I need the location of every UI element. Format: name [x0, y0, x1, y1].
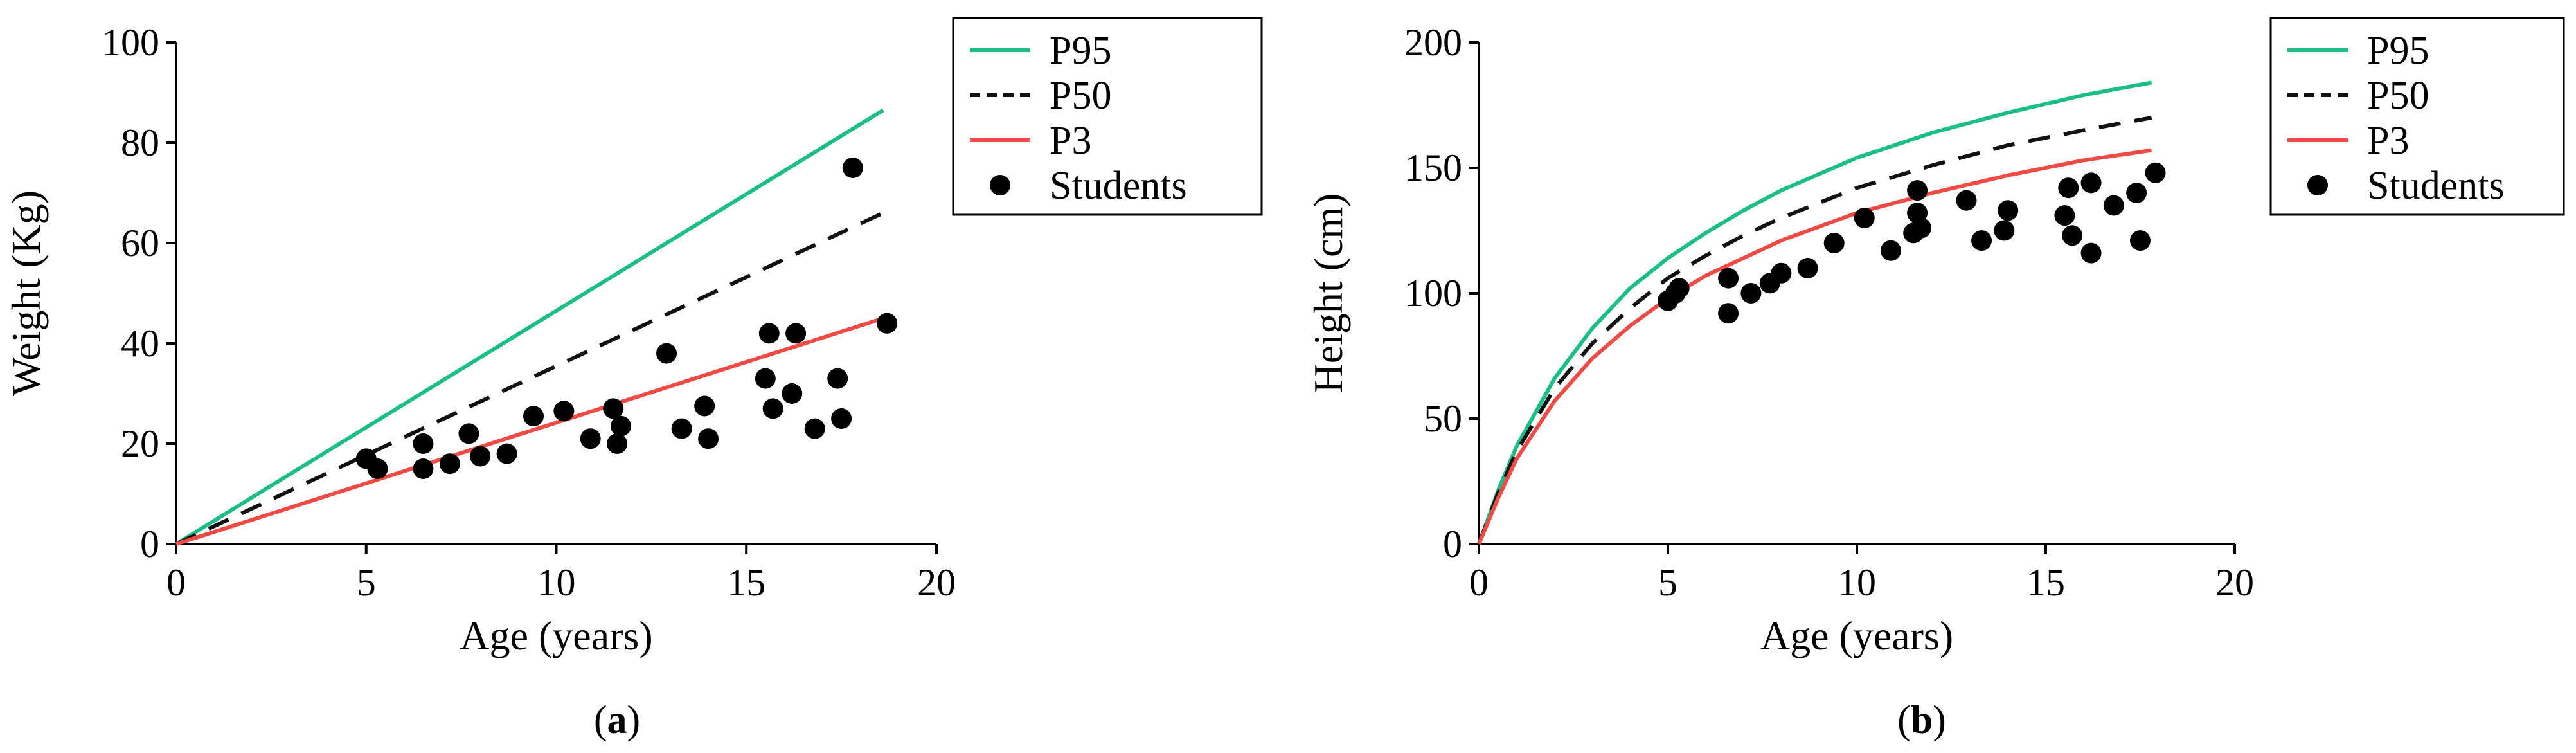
students-point — [611, 415, 632, 437]
students-point — [758, 323, 780, 344]
x-tick-label: 0 — [166, 561, 186, 604]
x-tick-label: 20 — [917, 561, 956, 604]
students-point — [607, 433, 628, 454]
p3-line — [175, 316, 884, 546]
students-point — [827, 368, 848, 389]
students-point — [785, 323, 807, 344]
y-tick-label: 0 — [140, 523, 159, 565]
legend-marker-students — [990, 175, 1010, 195]
students-point — [2103, 195, 2124, 216]
legend-label: P95 — [1050, 29, 1111, 73]
students-point — [877, 313, 898, 334]
p50-line — [1477, 116, 2152, 545]
x-tick-label: 0 — [1469, 561, 1489, 604]
legend-label: Students — [2367, 164, 2505, 208]
students-point — [671, 418, 692, 439]
students-point — [1668, 278, 1690, 299]
students-point — [2080, 172, 2102, 194]
students-point — [1880, 240, 1901, 261]
panel-a: 0 5 10 15 20 0 20 40 60 80 100 Age (years) Weight (K… — [3, 17, 1263, 742]
students-point — [694, 395, 715, 417]
students-point — [1971, 230, 1992, 251]
y-tick-label: 100 — [102, 21, 159, 64]
students-point — [2126, 183, 2147, 203]
students-point — [762, 398, 783, 419]
students-point — [1854, 208, 1875, 228]
legend-label: P3 — [1050, 119, 1091, 163]
x-tick-label: 5 — [1658, 561, 1677, 604]
x-tick-label: 5 — [357, 561, 376, 604]
x-axis-label: Age (years) — [1760, 613, 1953, 658]
students-point — [1797, 258, 1818, 278]
students-point — [470, 446, 491, 467]
students-point — [2054, 205, 2075, 226]
students-point — [1771, 262, 1792, 284]
students-point — [439, 453, 460, 475]
students-point — [1823, 233, 1845, 253]
y-axis-label: Weight (Kg) — [3, 190, 49, 396]
students-point — [1718, 303, 1739, 324]
students-point — [782, 383, 803, 404]
p3-line — [1477, 148, 2152, 545]
students-point — [496, 443, 517, 464]
students-point — [1910, 217, 1931, 239]
panel-label: (a) — [594, 698, 640, 742]
x-tick-label: 10 — [1838, 561, 1876, 604]
students-point — [698, 428, 719, 449]
legend-marker-students — [2307, 175, 2328, 195]
x-axis-label: Age (years) — [460, 613, 652, 658]
legend-label: Students — [1050, 164, 1187, 208]
students-point — [2145, 162, 2166, 183]
y-tick-label: 200 — [1404, 21, 1462, 64]
y-tick-label: 20 — [121, 422, 159, 465]
y-tick-label: 50 — [1424, 397, 1462, 440]
legend-label: P95 — [2367, 29, 2429, 73]
students-point — [656, 343, 677, 364]
students-point — [1740, 283, 1762, 304]
students-point — [2062, 225, 2083, 246]
students-point — [755, 368, 776, 389]
students-point — [842, 158, 863, 178]
p95-line — [1477, 80, 2152, 545]
students-point — [1998, 200, 2019, 221]
p95-line — [175, 108, 884, 546]
x-tick-label: 15 — [727, 561, 765, 604]
students-point — [1994, 220, 2015, 241]
legend-label: P50 — [2367, 74, 2429, 118]
students-point — [2080, 242, 2102, 264]
students-point — [367, 458, 388, 479]
students-point — [1907, 180, 1928, 201]
students-point — [804, 418, 825, 439]
y-axis-label: Height (cm) — [1305, 194, 1351, 394]
students-point — [2130, 230, 2151, 251]
students-point — [523, 406, 544, 427]
x-tick-label: 20 — [2215, 561, 2254, 604]
y-tick-label: 150 — [1404, 147, 1462, 189]
legend-label: P3 — [2367, 119, 2409, 163]
students-point — [2058, 177, 2079, 199]
students-point — [603, 398, 624, 419]
students-point — [413, 433, 434, 454]
x-tick-label: 15 — [2026, 561, 2065, 604]
students-point — [413, 458, 434, 479]
students-point — [553, 401, 575, 422]
x-tick-label: 10 — [537, 561, 576, 604]
students-point — [458, 423, 479, 444]
p50-line — [175, 211, 884, 546]
legend-label: P50 — [1050, 74, 1111, 118]
students-point — [580, 428, 601, 449]
y-tick-label: 60 — [121, 222, 159, 264]
y-tick-label: 40 — [121, 322, 159, 365]
panel-label: (b) — [1897, 698, 1946, 742]
students-point — [1956, 190, 1977, 211]
y-tick-label: 80 — [121, 122, 159, 164]
students-point — [831, 408, 852, 429]
students-point — [1718, 268, 1739, 289]
y-tick-label: 0 — [1443, 523, 1462, 565]
y-tick-label: 100 — [1404, 272, 1462, 314]
